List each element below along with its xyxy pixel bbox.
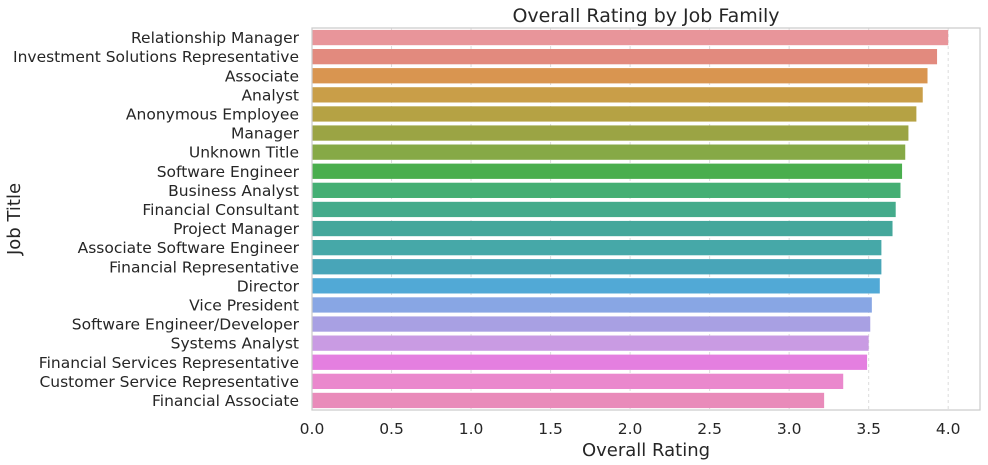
y-category-label: Customer Service Representative (39, 373, 299, 391)
y-category-label: Project Manager (173, 220, 300, 238)
y-category-label: Financial Consultant (142, 201, 299, 219)
bar (312, 87, 923, 103)
y-category-label: Anonymous Employee (126, 105, 299, 123)
bar (312, 106, 917, 122)
bar (312, 259, 882, 275)
bar (312, 29, 949, 46)
bar (312, 297, 872, 313)
bar (312, 201, 896, 218)
y-category-label: Software Engineer (157, 163, 300, 181)
y-category-label: Software Engineer/Developer (72, 316, 300, 334)
y-category-label: Financial Representative (109, 258, 299, 276)
y-category-label: Business Analyst (168, 182, 299, 200)
x-tick-label: 4.0 (936, 420, 961, 438)
chart-title: Overall Rating by Job Family (512, 5, 779, 27)
bar (312, 125, 909, 141)
bar (312, 220, 893, 237)
bar (312, 354, 868, 370)
y-category-label: Systems Analyst (171, 335, 299, 353)
y-category-label: Manager (231, 125, 300, 143)
bar (312, 240, 882, 256)
x-tick-label: 0.0 (300, 420, 325, 438)
x-tick-label: 1.5 (538, 420, 563, 438)
plot-frame (311, 27, 981, 411)
x-tick-label: 2.0 (618, 420, 643, 438)
y-category-label: Unknown Title (189, 144, 299, 162)
y-category-label: Financial Services Representative (39, 354, 299, 372)
bar (312, 163, 903, 179)
bar (312, 278, 880, 294)
y-category-label: Financial Associate (152, 392, 299, 410)
x-tick-label: 2.5 (697, 420, 722, 438)
y-category-label: Analyst (241, 86, 299, 104)
x-tick-label: 0.5 (379, 420, 404, 438)
x-axis-label: Overall Rating (582, 440, 710, 461)
y-category-label: Vice President (189, 296, 299, 314)
y-category-label: Associate Software Engineer (78, 239, 300, 257)
bars (312, 29, 949, 409)
bar (312, 335, 869, 351)
bar (312, 182, 901, 198)
x-tick-label: 1.0 (459, 420, 484, 438)
y-category-label: Associate (225, 67, 299, 85)
bar (312, 316, 871, 332)
y-category-label: Investment Solutions Representative (13, 48, 299, 66)
y-axis-label: Job Title (4, 183, 25, 256)
bar (312, 373, 844, 389)
bar (312, 49, 938, 65)
bar (312, 144, 906, 160)
x-tick-labels: 0.0 0.5 1.0 1.5 2.0 2.5 3.0 3.5 4.0 (300, 420, 961, 438)
bar (312, 68, 928, 84)
y-category-label: Director (237, 277, 300, 295)
x-tick-label: 3.5 (856, 420, 881, 438)
x-tick-label: 3.0 (777, 420, 802, 438)
y-category-label: Relationship Manager (131, 29, 300, 47)
gridlines (391, 28, 949, 410)
bar (312, 392, 825, 409)
